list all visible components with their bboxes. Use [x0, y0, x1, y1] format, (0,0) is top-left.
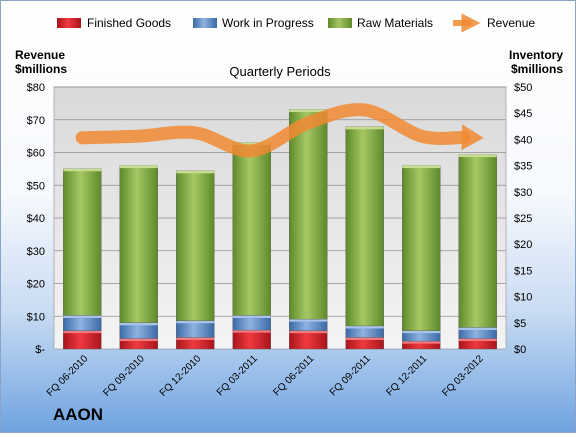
bar-cap-finished-goods — [458, 338, 497, 342]
bar-work-in-progress — [176, 320, 215, 338]
left-tick-label: $50 — [27, 180, 45, 192]
bar-raw-materials — [345, 126, 384, 327]
left-tick-label: $10 — [27, 311, 45, 323]
bar-cap-finished-goods — [232, 330, 271, 333]
x-tick-label: FQ 09-2010 — [101, 353, 147, 399]
right-tick-label: $40 — [514, 134, 532, 146]
bar-cap-raw-materials — [63, 168, 102, 172]
bar-cap-finished-goods — [176, 337, 215, 340]
x-tick-label: FQ 03-2012 — [440, 353, 486, 399]
left-tick-label: $20 — [27, 279, 45, 291]
bar-cap-work-in-progress — [119, 322, 158, 326]
right-tick-label: $45 — [514, 108, 532, 120]
bar-cap-raw-materials — [402, 165, 441, 169]
bar-cap-finished-goods — [63, 330, 102, 334]
right-tick-label: $5 — [514, 318, 526, 330]
bar-finished-goods — [289, 330, 328, 350]
legend-swatch-raw-materials — [328, 18, 352, 28]
bar-raw-materials — [119, 165, 158, 324]
x-tick-label: FQ 06-2010 — [45, 353, 91, 399]
legend-label-work-in-progress: Work in Progress — [222, 16, 314, 30]
x-tick-label: FQ 09-2011 — [328, 353, 373, 398]
legend-swatch-work-in-progress — [193, 18, 217, 28]
right-axis-ticks: $0 $5 $10 $15 $20 $25 $30 $35 $40 $45 $50 — [514, 82, 532, 356]
x-tick-label: FQ 03-2011 — [215, 353, 260, 398]
right-tick-label: $25 — [514, 213, 532, 225]
bar-cap-work-in-progress — [402, 330, 441, 334]
bar-finished-goods — [63, 330, 102, 350]
x-tick-label: FQ 12-2010 — [158, 353, 204, 399]
bar-cap-work-in-progress — [289, 319, 328, 322]
legend-label-revenue: Revenue — [487, 16, 535, 30]
bar-cap-raw-materials — [458, 154, 497, 158]
bar-cap-finished-goods — [402, 341, 441, 344]
left-axis-title-line1: Revenue — [15, 48, 65, 62]
right-tick-label: $15 — [514, 265, 532, 277]
bar-cap-raw-materials — [119, 165, 158, 169]
left-tick-label: $70 — [27, 115, 45, 127]
revenue-arrowhead — [461, 124, 484, 151]
right-tick-label: $50 — [514, 82, 532, 94]
bar-finished-goods — [232, 329, 271, 350]
legend-label-finished-goods: Finished Goods — [87, 16, 171, 30]
bar-cap-raw-materials — [345, 126, 384, 130]
bar-cap-work-in-progress — [232, 315, 271, 318]
right-tick-label: $30 — [514, 187, 532, 199]
bar-raw-materials — [458, 154, 497, 328]
revenue-line — [75, 103, 471, 158]
bar-cap-finished-goods — [289, 330, 328, 334]
x-axis-ticks: FQ 06-2010 FQ 09-2010 FQ 12-2010 FQ 03-2011… — [45, 353, 486, 399]
bar-cap-work-in-progress — [176, 320, 215, 324]
left-tick-label: $30 — [27, 246, 45, 258]
legend: Finished Goods Work in Progress Raw Mate… — [57, 13, 535, 33]
right-tick-label: $0 — [514, 344, 526, 356]
chart-title: Quarterly Periods — [229, 64, 331, 79]
bar-cap-work-in-progress — [458, 327, 497, 331]
left-axis-title-line2: $millions — [15, 62, 67, 76]
bar-raw-materials — [232, 142, 271, 316]
right-tick-label: $35 — [514, 161, 532, 173]
bar-cap-work-in-progress — [345, 325, 384, 329]
bar-raw-materials — [63, 168, 102, 316]
x-tick-label: FQ 06-2011 — [271, 353, 316, 398]
company-name: AAON — [53, 405, 103, 424]
right-axis-title-line1: Inventory — [509, 48, 563, 62]
left-axis-ticks: $- $10 $20 $30 $40 $50 $60 $70 $80 — [27, 82, 46, 356]
bar-stacks — [63, 109, 497, 350]
bar-raw-materials — [402, 165, 441, 331]
x-tick-label: FQ 12-2011 — [384, 353, 429, 398]
left-tick-label: $60 — [27, 148, 45, 160]
bar-raw-materials — [176, 170, 215, 321]
bar-cap-raw-materials — [289, 109, 328, 113]
legend-swatch-finished-goods — [57, 18, 81, 28]
right-tick-label: $10 — [514, 292, 532, 304]
left-tick-label: $- — [35, 344, 45, 356]
left-tick-label: $40 — [27, 213, 45, 225]
right-axis-title-line2: $millions — [511, 62, 563, 76]
bar-raw-materials — [289, 109, 328, 320]
bar-cap-work-in-progress — [63, 315, 102, 318]
bar-cap-finished-goods — [345, 337, 384, 340]
legend-label-raw-materials: Raw Materials — [357, 16, 433, 30]
bar-cap-finished-goods — [119, 338, 158, 342]
bar-cap-raw-materials — [176, 170, 215, 174]
right-tick-label: $20 — [514, 239, 532, 251]
left-tick-label: $80 — [27, 82, 45, 94]
bar-cap-raw-materials — [232, 142, 271, 146]
